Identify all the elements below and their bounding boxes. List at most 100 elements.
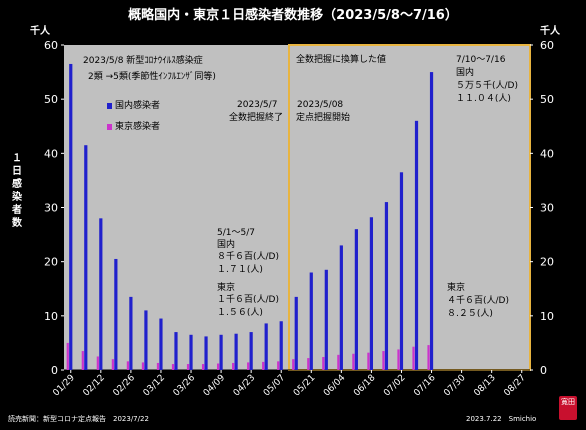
- annotation-period-2: 7/10～7/16: [456, 55, 506, 65]
- bar-domestic: [294, 296, 298, 370]
- bar-domestic: [324, 269, 328, 370]
- legend-label-tokyo: 東京感染者: [115, 122, 161, 132]
- bar-domestic: [69, 63, 73, 370]
- annotation-converted-note: 全数把握に換算した値: [296, 55, 387, 65]
- annotation-p1-tokyo-value: １千６百(人/D): [217, 295, 279, 305]
- bar-tokyo: [156, 362, 160, 370]
- author-seal: 寛田: [559, 396, 577, 420]
- bar-domestic: [99, 218, 103, 370]
- y-tick-label-right: 0: [540, 364, 547, 377]
- annotation-p2-domestic-value: ５万５千(人/D): [456, 81, 518, 91]
- x-tick-label: 06/18: [352, 373, 378, 399]
- annotation-classification-line1: 2023/5/8 新型ｺﾛﾅｳｲﾙｽ感染症: [83, 56, 203, 66]
- bar-tokyo: [262, 361, 265, 370]
- x-tick-label: 02/26: [112, 373, 138, 399]
- y-tick-label-left: 40: [44, 147, 58, 160]
- bar-tokyo: [201, 364, 205, 370]
- y-axis-label: １日感染者数: [12, 153, 22, 229]
- bar-tokyo: [292, 359, 295, 370]
- chart-title: 概略国内・東京１日感染者数推移（2023/5/8～7/16）: [128, 8, 458, 23]
- bar-tokyo: [232, 362, 235, 370]
- legend-swatch-domestic: [107, 103, 112, 109]
- x-tick-label: 02/12: [82, 373, 107, 398]
- bar-tokyo: [141, 362, 145, 370]
- y-unit-left: 千人: [30, 26, 50, 37]
- y-tick-label-left: 30: [44, 202, 58, 215]
- bar-domestic: [414, 120, 419, 370]
- bar-domestic: [339, 245, 343, 370]
- bar-tokyo: [382, 351, 385, 370]
- x-tick-label: 08/13: [472, 373, 497, 398]
- bar-tokyo: [81, 351, 84, 370]
- credit-note: 2023.7.22 Smichio: [466, 415, 537, 423]
- annotation-p2-domestic-ratio: １１.０４(人): [456, 94, 511, 104]
- bar-tokyo: [126, 361, 129, 370]
- annotation-p1-domestic-label: 国内: [217, 240, 236, 250]
- legend-swatch-tokyo: [107, 124, 112, 130]
- bar-tokyo: [216, 363, 220, 370]
- x-tick-label: 05/07: [262, 373, 287, 398]
- bar-tokyo: [111, 359, 114, 370]
- bar-domestic: [84, 145, 88, 370]
- bar-domestic: [279, 321, 283, 370]
- bar-domestic: [369, 217, 374, 370]
- bar-domestic: [204, 336, 208, 370]
- x-tick-label: 03/26: [172, 373, 198, 399]
- annotation-p2-domestic-label: 国内: [456, 68, 475, 78]
- annotation-full-count-end-date: 2023/5/7: [237, 100, 278, 110]
- annotation-p2-tokyo-value: ４千６百(人/D): [447, 296, 509, 306]
- bar-tokyo: [307, 358, 310, 370]
- bar-tokyo: [322, 357, 325, 370]
- annotation-p1-tokyo-label: 東京: [217, 283, 236, 293]
- legend-label-domestic: 国内感染者: [115, 101, 161, 111]
- bar-domestic: [384, 202, 389, 370]
- bar-tokyo: [277, 361, 280, 370]
- x-tick-label: 03/12: [142, 373, 167, 398]
- y-tick-label-right: 20: [540, 256, 554, 269]
- x-tick-label: 07/30: [442, 373, 468, 399]
- bar-domestic: [234, 333, 238, 370]
- x-tick-label: 04/09: [202, 373, 228, 399]
- bar-domestic: [189, 334, 193, 370]
- x-tick-label: 08/27: [502, 373, 527, 398]
- bar-tokyo: [397, 349, 400, 370]
- y-tick-label-left: 60: [44, 39, 58, 52]
- y-tick-label-right: 40: [540, 147, 554, 160]
- annotation-p2-tokyo-ratio: ８.２５(人): [447, 309, 493, 319]
- bar-tokyo: [367, 352, 370, 370]
- annotation-p1-tokyo-ratio: １.５６(人): [217, 308, 263, 318]
- annotation-p1-domestic-ratio: １.７１(人): [217, 265, 263, 275]
- y-tick-label-left: 10: [44, 310, 58, 323]
- bar-tokyo: [412, 346, 415, 370]
- annotation-p1-domestic-value: ８千６百(人/D): [217, 252, 279, 262]
- y-tick-label-right: 30: [540, 202, 554, 215]
- bar-domestic: [219, 334, 223, 370]
- x-tick-label: 07/02: [382, 373, 407, 398]
- bar-tokyo: [66, 342, 69, 370]
- y-axis-right-ticks: 0 10 20 30 40 50 60: [530, 39, 554, 377]
- bar-tokyo: [171, 364, 175, 370]
- bar-domestic: [429, 72, 434, 370]
- bar-domestic: [114, 258, 118, 370]
- x-tick-label: 04/23: [232, 373, 257, 398]
- bar-tokyo: [96, 356, 99, 370]
- bar-tokyo: [427, 345, 430, 370]
- y-tick-label-right: 10: [540, 310, 554, 323]
- bar-tokyo: [186, 364, 190, 370]
- y-tick-label-left: 50: [44, 93, 58, 106]
- x-tick-label: 06/04: [322, 373, 348, 399]
- bar-domestic: [399, 172, 404, 370]
- y-tick-label-right: 50: [540, 93, 554, 106]
- y-tick-label-left: 0: [51, 364, 58, 377]
- x-axis-ticks: 01/29 02/12 02/26 03/12 03/26 04/09 04/23 05/07…: [51, 370, 528, 399]
- x-tick-label: 07/16: [412, 373, 438, 399]
- y-axis-left-ticks: 0 10 20 30 40 50 60: [44, 39, 64, 377]
- bar-domestic: [249, 332, 253, 370]
- bar-domestic: [144, 310, 148, 370]
- annotation-classification-line2: 2類 →5類(季節性ｲﾝﾌﾙｴﾝｻﾞ同等): [88, 72, 216, 82]
- y-tick-label-left: 20: [44, 256, 58, 269]
- bar-domestic: [309, 272, 313, 370]
- bar-tokyo: [352, 353, 355, 370]
- tokyo-series-bars: [66, 342, 430, 370]
